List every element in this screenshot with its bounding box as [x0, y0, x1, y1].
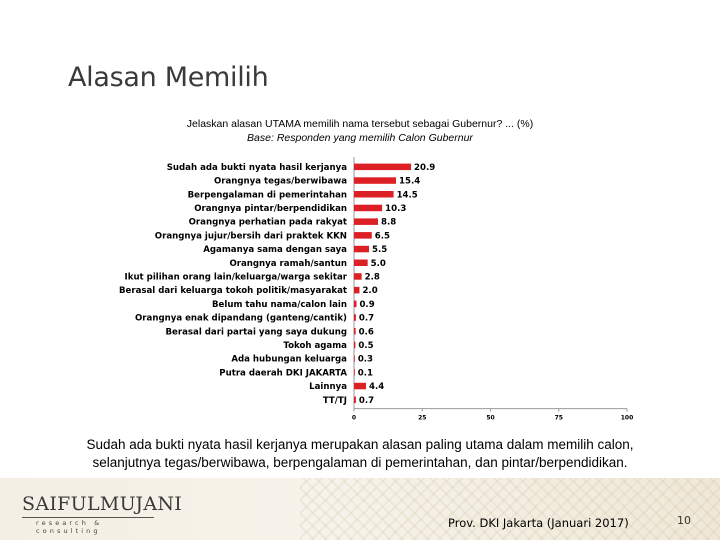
bar	[354, 259, 368, 266]
value-label: 0.9	[359, 300, 374, 310]
footer-band	[0, 478, 720, 540]
category-label: Orangnya ramah/santun	[229, 259, 347, 269]
bar-chart: Sudah ada bukti nyata hasil kerjanya 20.9…	[119, 157, 634, 422]
bar	[354, 300, 357, 308]
chart-question: Jelaskan alasan UTAMA memilih nama terse…	[0, 117, 720, 145]
category-label: Putra daerah DKI JAKARTA	[219, 368, 347, 378]
slide-title: Alasan Memilih	[68, 62, 269, 93]
base-text: Base: Responden yang memilih Calon Guber…	[247, 132, 473, 144]
bar	[354, 245, 370, 253]
value-label: 5.0	[371, 259, 386, 269]
x-tick-label: 0	[352, 415, 356, 422]
logo-main-text: SAIFULMUJANI	[22, 493, 183, 515]
bar	[354, 382, 367, 390]
category-label: Agamanya sama dengan saya	[203, 245, 347, 255]
bar	[354, 218, 379, 225]
value-label: 0.5	[358, 341, 373, 351]
value-label: 0.6	[359, 327, 374, 337]
value-label: 20.9	[414, 163, 435, 173]
bar	[354, 273, 362, 280]
category-label: Orangnya tegas/berwibawa	[214, 177, 347, 187]
value-label: 0.7	[359, 314, 374, 324]
category-label: Ikut pilihan orang lain/keluarga/warga s…	[125, 272, 348, 282]
bar	[354, 191, 394, 198]
bar	[354, 314, 356, 321]
category-label: Orangnya pintar/berpendidikan	[194, 204, 347, 214]
bar	[354, 341, 356, 349]
x-tick-label: 50	[486, 415, 494, 422]
value-label: 10.3	[385, 204, 406, 214]
value-label: 0.3	[358, 355, 373, 365]
summary-line-1: Sudah ada bukti nyata hasil kerjanya mer…	[86, 437, 634, 452]
footer-pattern	[300, 478, 720, 540]
category-label: Tokoh agama	[283, 341, 347, 351]
value-label: 5.5	[372, 245, 387, 255]
category-label: Orangnya jujur/bersih dari praktek KKN	[155, 231, 347, 241]
category-label: Berpengalaman di pemerintahan	[188, 190, 347, 200]
bar	[354, 396, 356, 403]
bar	[354, 204, 383, 212]
value-label: 0.7	[359, 396, 374, 406]
page-number: 10	[677, 514, 691, 527]
bar	[354, 328, 356, 335]
bar	[354, 286, 360, 294]
value-label: 2.0	[362, 286, 377, 296]
value-label: 15.4	[399, 177, 420, 187]
category-label: Ada hubungan keluarga	[231, 355, 347, 365]
x-tick-label: 100	[621, 415, 634, 422]
logo-sub-text: research & consulting	[22, 517, 154, 535]
bar	[354, 177, 397, 184]
x-tick-label: 25	[418, 415, 426, 422]
category-label: TT/TJ	[323, 396, 347, 406]
category-label: Orangnya enak dipandang (ganteng/cantik)	[135, 314, 347, 324]
value-label: 4.4	[369, 382, 384, 392]
footer-caption: Prov. DKI Jakarta (Januari 2017)	[448, 516, 629, 530]
question-text: Jelaskan alasan UTAMA memilih nama terse…	[186, 118, 534, 130]
bar	[354, 163, 412, 171]
bar	[354, 369, 355, 376]
company-logo: SAIFULMUJANI research & consulting	[22, 493, 182, 535]
bar	[354, 355, 355, 362]
value-label: 8.8	[381, 218, 396, 228]
summary-text: Sudah ada bukti nyata hasil kerjanya mer…	[0, 436, 720, 472]
category-label: Berasal dari keluarga tokoh politik/masy…	[119, 286, 347, 296]
value-label: 2.8	[365, 272, 380, 282]
bar	[354, 232, 372, 239]
category-label: Sudah ada bukti nyata hasil kerjanya	[167, 163, 347, 173]
x-tick-label: 75	[555, 415, 563, 422]
category-label: Lainnya	[309, 382, 347, 392]
value-label: 0.1	[358, 368, 373, 378]
category-label: Orangnya perhatian pada rakyat	[189, 218, 347, 228]
category-label: Belum tahu nama/calon lain	[212, 300, 347, 310]
value-label: 6.5	[375, 231, 390, 241]
summary-line-2: selanjutnya tegas/berwibawa, berpengalam…	[92, 455, 628, 470]
category-label: Berasal dari partai yang saya dukung	[165, 327, 347, 337]
value-label: 14.5	[397, 190, 418, 200]
